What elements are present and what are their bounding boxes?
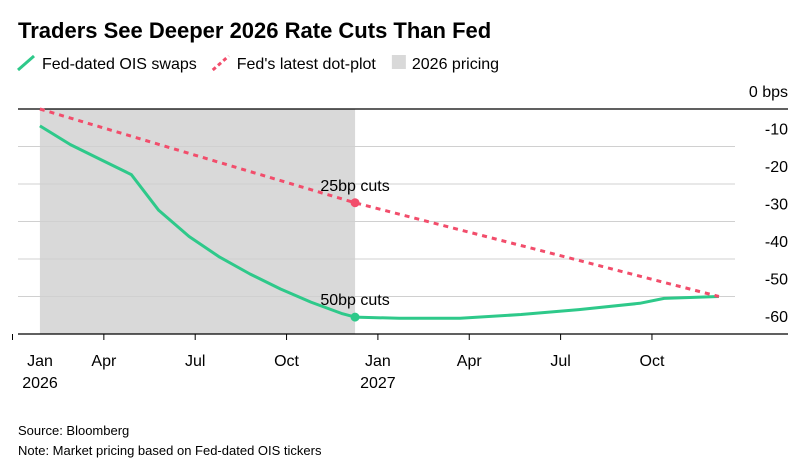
point-marker — [350, 312, 360, 322]
y-tick-label: -50 — [765, 272, 788, 289]
y-tick-label: -20 — [765, 159, 788, 176]
x-tick-label: Jan — [365, 353, 391, 370]
legend-label: Fed's latest dot-plot — [237, 56, 377, 73]
legend-swatch — [211, 54, 230, 72]
y-tick-label: -60 — [765, 309, 788, 326]
legend-label: Fed-dated OIS swaps — [42, 56, 197, 73]
y-tick-label: -30 — [765, 197, 788, 214]
point-marker — [350, 198, 360, 208]
x-tick-label: Oct — [640, 353, 665, 370]
source: Source: Bloomberg — [18, 423, 129, 438]
note: Note: Market pricing based on Fed-dated … — [18, 443, 322, 458]
annotation: 50bp cuts — [320, 292, 389, 309]
x-tick-label: Apr — [457, 353, 483, 370]
chart-title: Traders See Deeper 2026 Rate Cuts Than F… — [18, 18, 491, 43]
x-tick-label: Apr — [91, 353, 117, 370]
x-tick-label: Oct — [274, 353, 299, 370]
x-tick-label: Jul — [185, 353, 205, 370]
y-tick-label: -10 — [765, 122, 788, 139]
x-year-label: 2026 — [22, 375, 58, 392]
x-year-label: 2027 — [360, 375, 396, 392]
legend-label: 2026 pricing — [412, 56, 499, 73]
legend-swatch — [17, 54, 35, 72]
legend-swatch — [391, 55, 406, 69]
x-tick-label: Jan — [27, 353, 53, 370]
y-tick-label: -40 — [765, 234, 788, 251]
annotation: 25bp cuts — [320, 178, 389, 195]
y-tick-label: 0 bps — [749, 84, 788, 101]
x-tick-label: Jul — [550, 353, 570, 370]
series-line — [39, 124, 719, 320]
